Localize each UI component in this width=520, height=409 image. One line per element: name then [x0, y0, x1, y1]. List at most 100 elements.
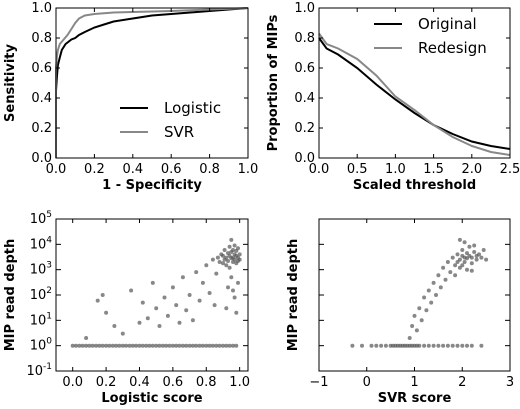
data-point	[469, 261, 474, 266]
data-point	[150, 280, 155, 285]
data-point	[120, 331, 125, 336]
x-tick-label-4: 2.0	[461, 162, 482, 177]
data-point	[197, 298, 202, 303]
y-tick-exponent: -1	[43, 362, 52, 372]
x-tick-label-5: 1.0	[229, 375, 250, 390]
y-tick-label-3: 0.6	[31, 61, 52, 76]
x-tick-label-3: 1.5	[423, 162, 444, 177]
data-point	[465, 267, 469, 272]
y-axis-label: Sensitivity	[3, 44, 18, 122]
data-point	[204, 343, 209, 348]
x-tick-label-2: 0.4	[122, 162, 143, 177]
data-point	[221, 343, 225, 348]
legend-label-1: SVR	[164, 123, 194, 141]
x-tick-label-3: 0.6	[161, 162, 182, 177]
data-point	[74, 343, 78, 348]
data-point	[170, 285, 175, 290]
data-point	[84, 336, 89, 340]
data-point	[95, 298, 100, 303]
data-point	[426, 343, 431, 348]
data-point	[231, 288, 235, 293]
y-tick-label-2: 0.4	[31, 91, 52, 106]
data-point	[160, 343, 165, 348]
data-point	[453, 263, 458, 268]
data-point	[224, 263, 229, 268]
data-point	[200, 343, 205, 348]
y-tick-label-0: 0.0	[294, 151, 315, 166]
data-point	[222, 248, 227, 252]
y-tick-base: 10	[30, 339, 47, 354]
data-point	[227, 265, 232, 270]
data-point	[445, 343, 450, 348]
data-point	[426, 288, 431, 293]
data-point	[448, 270, 453, 275]
data-point	[144, 343, 149, 348]
chart-logistic-scatter: 0.0 0.2 0.4 0.6 0.8 1.010-1100101102103104105…	[3, 210, 250, 406]
series-line-1	[318, 32, 511, 156]
data-point	[226, 259, 230, 263]
y-tick-label-1: 0.2	[31, 121, 52, 136]
data-point	[110, 343, 115, 348]
x-tick-label-0: 0.0	[309, 162, 330, 177]
x-tick-label-3: 2	[458, 375, 466, 390]
y-tick-label-6: 105	[30, 210, 52, 227]
data-point	[436, 273, 441, 278]
data-point	[164, 343, 169, 348]
data-point	[154, 306, 159, 311]
legend-label-0: Original	[418, 15, 477, 33]
data-point	[140, 300, 145, 305]
data-point	[460, 343, 465, 348]
data-point	[187, 343, 192, 348]
data-point	[429, 300, 434, 305]
data-point	[455, 343, 460, 348]
data-point	[453, 273, 458, 278]
data-point	[197, 343, 202, 348]
data-point	[477, 252, 481, 257]
data-point	[469, 343, 474, 348]
series-line-1	[55, 7, 249, 158]
data-point	[431, 280, 436, 285]
data-point	[236, 280, 240, 285]
x-tick-label-4: 3	[506, 375, 514, 390]
data-point	[229, 275, 234, 280]
data-point	[107, 343, 112, 348]
data-point	[434, 293, 438, 297]
x-tick-label-3: 0.6	[163, 375, 184, 390]
data-point	[180, 343, 185, 348]
data-point	[214, 271, 219, 276]
y-tick-label-2: 0.4	[294, 91, 315, 106]
data-point	[162, 295, 167, 300]
data-point	[127, 343, 132, 348]
x-tick-label-0: −1	[309, 375, 328, 390]
data-point	[157, 343, 162, 348]
data-point	[145, 316, 150, 321]
data-point	[445, 260, 450, 264]
x-tick-label-1: 0.2	[84, 162, 105, 177]
y-tick-label-5: 104	[30, 235, 53, 252]
data-point	[236, 246, 240, 251]
data-point	[207, 291, 212, 295]
data-point	[224, 255, 229, 260]
data-point	[229, 237, 234, 242]
data-point	[231, 248, 235, 252]
y-tick-base: 10	[26, 364, 43, 379]
data-point	[224, 343, 229, 348]
x-tick-label-4: 0.8	[199, 162, 220, 177]
data-point	[184, 308, 189, 313]
data-point	[450, 255, 455, 260]
data-point	[436, 343, 441, 348]
data-point	[360, 343, 364, 348]
data-point	[147, 343, 152, 348]
x-tick-label-5: 1.0	[238, 162, 259, 177]
data-point	[419, 318, 424, 323]
x-tick-label-1: 0.2	[96, 375, 117, 390]
data-point	[455, 252, 460, 257]
legend-label-1: Redesign	[418, 39, 487, 57]
x-axis-label: 1 - Specificity	[102, 178, 202, 193]
x-tick-label-2: 1	[410, 375, 418, 390]
data-point	[469, 255, 474, 260]
series-line-0	[318, 37, 511, 150]
data-point	[237, 257, 242, 262]
data-point	[227, 343, 232, 348]
